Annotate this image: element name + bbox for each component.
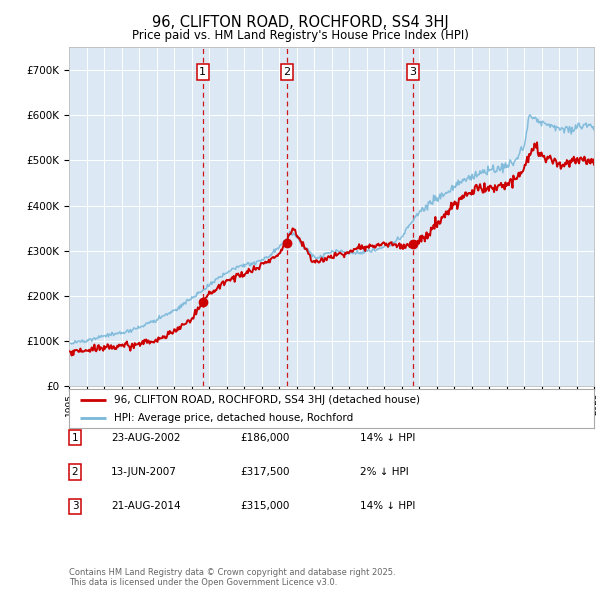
Text: Price paid vs. HM Land Registry's House Price Index (HPI): Price paid vs. HM Land Registry's House … <box>131 30 469 42</box>
Text: 14% ↓ HPI: 14% ↓ HPI <box>360 502 415 511</box>
Text: £186,000: £186,000 <box>240 433 289 442</box>
Text: HPI: Average price, detached house, Rochford: HPI: Average price, detached house, Roch… <box>113 413 353 423</box>
Text: 14% ↓ HPI: 14% ↓ HPI <box>360 433 415 442</box>
Text: 23-AUG-2002: 23-AUG-2002 <box>111 433 181 442</box>
Text: 3: 3 <box>71 502 79 511</box>
Text: 2% ↓ HPI: 2% ↓ HPI <box>360 467 409 477</box>
Text: 21-AUG-2014: 21-AUG-2014 <box>111 502 181 511</box>
Text: £317,500: £317,500 <box>240 467 290 477</box>
Text: 2: 2 <box>71 467 79 477</box>
Text: 1: 1 <box>71 433 79 442</box>
Text: 1: 1 <box>199 67 206 77</box>
Text: 96, CLIFTON ROAD, ROCHFORD, SS4 3HJ (detached house): 96, CLIFTON ROAD, ROCHFORD, SS4 3HJ (det… <box>113 395 419 405</box>
Text: 2: 2 <box>283 67 290 77</box>
Text: Contains HM Land Registry data © Crown copyright and database right 2025.
This d: Contains HM Land Registry data © Crown c… <box>69 568 395 587</box>
Text: 3: 3 <box>409 67 416 77</box>
Text: £315,000: £315,000 <box>240 502 289 511</box>
Text: 96, CLIFTON ROAD, ROCHFORD, SS4 3HJ: 96, CLIFTON ROAD, ROCHFORD, SS4 3HJ <box>152 15 448 30</box>
Text: 13-JUN-2007: 13-JUN-2007 <box>111 467 177 477</box>
